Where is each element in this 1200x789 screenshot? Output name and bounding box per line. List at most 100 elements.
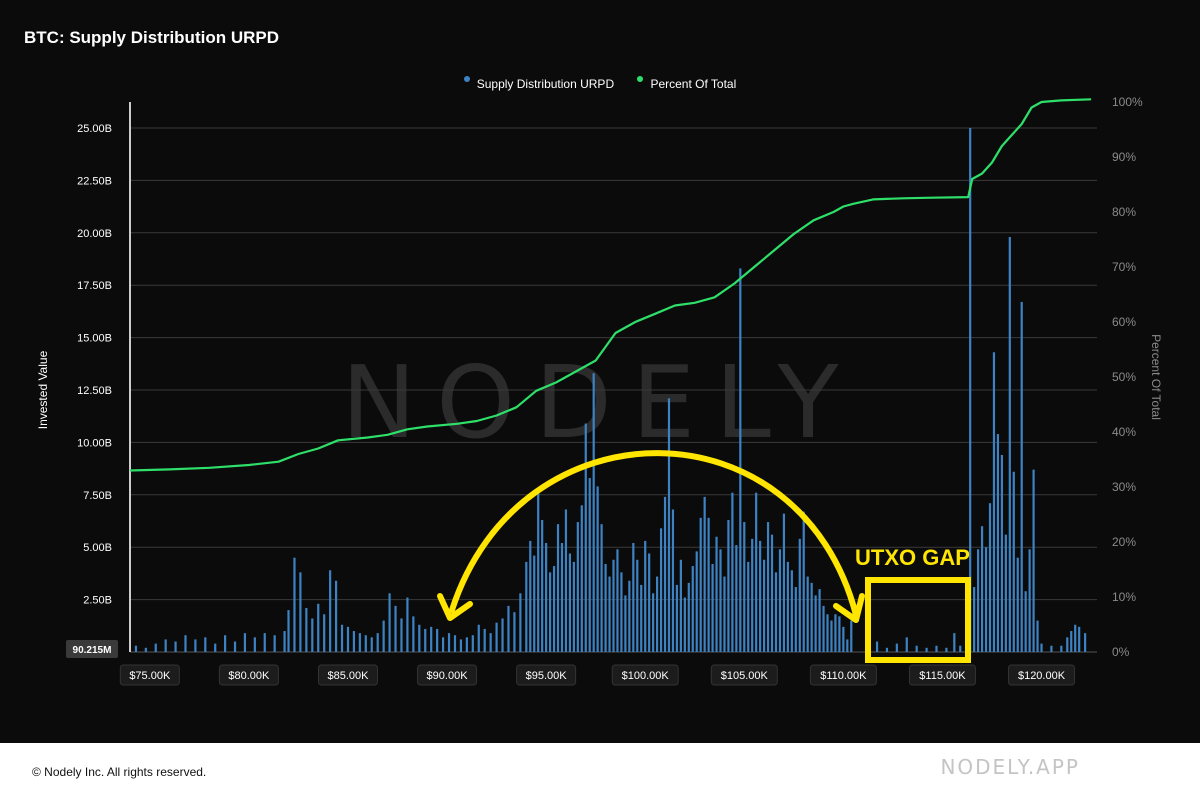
urpd-bar [667, 398, 671, 652]
urpd-bar [959, 645, 962, 652]
urpd-bar [915, 645, 918, 652]
footer-brand: NODELY.APP [940, 755, 1080, 779]
x-tick-box [908, 664, 976, 686]
urpd-bar [759, 540, 762, 652]
urpd-bar [842, 626, 845, 652]
urpd-bar [905, 637, 908, 652]
footer: © Nodely Inc. All rights reserved. NODEL… [0, 743, 1200, 789]
urpd-bar [604, 563, 607, 652]
urpd-bar [144, 647, 147, 652]
x-tick-label: $110.00K [820, 670, 867, 682]
urpd-bar [545, 543, 548, 652]
x-tick-label: $90.00K [427, 670, 469, 682]
urpd-bar [620, 572, 623, 652]
urpd-bar [644, 540, 647, 652]
urpd-bar [299, 572, 302, 652]
urpd-bar [572, 561, 575, 652]
x-tick-box [809, 664, 877, 686]
urpd-bar [287, 610, 290, 652]
urpd-bar [846, 639, 849, 652]
urpd-bar [525, 561, 528, 652]
urpd-bar [679, 559, 682, 652]
urpd-bar [612, 559, 615, 652]
urpd-bar [822, 605, 825, 652]
urpd-bar [818, 589, 821, 652]
urpd-bar [1008, 236, 1011, 652]
y-tick-label: 15.00B [77, 333, 112, 345]
y-tick-label: 7.50B [83, 490, 112, 502]
urpd-bar [541, 519, 544, 652]
urpd-bar [364, 635, 367, 652]
urpd-bar [580, 505, 583, 652]
urpd-bar [340, 624, 344, 652]
urpd-bar [703, 496, 706, 652]
urpd-bar [695, 551, 698, 652]
x-tick-label: $80.00K [228, 670, 270, 682]
urpd-bar [743, 522, 746, 652]
urpd-bar [945, 647, 948, 652]
urpd-bar [596, 486, 599, 652]
utxo-gap-box [865, 577, 971, 663]
urpd-bar [992, 352, 996, 652]
percent-of-total-line [129, 98, 1092, 472]
y-min-badge [66, 640, 118, 658]
urpd-bar [735, 545, 738, 652]
y2-tick-label: 50% [1112, 370, 1136, 384]
y2-tick-label: 70% [1112, 260, 1136, 274]
urpd-bar [624, 595, 627, 652]
urpd-bar [1036, 620, 1039, 652]
urpd-bar [529, 540, 532, 652]
urpd-bar [935, 645, 938, 652]
urpd-bar [1032, 469, 1035, 652]
y-tick-label: 20.00B [77, 228, 112, 240]
urpd-bar [501, 618, 504, 652]
copyright: © Nodely Inc. All rights reserved. [32, 765, 207, 779]
urpd-bar [794, 587, 797, 652]
urpd-bar [782, 513, 786, 652]
urpd-bar [436, 628, 439, 652]
urpd-bar [560, 543, 564, 652]
utxo-gap-label: UTXO GAP [855, 545, 970, 570]
urpd-bar [977, 549, 980, 652]
urpd-bar [707, 517, 710, 652]
urpd-bar [352, 631, 356, 652]
urpd-bar [1060, 645, 1063, 652]
urpd-bar [1066, 637, 1069, 652]
urpd-bar [370, 637, 373, 652]
urpd-bar [346, 626, 350, 652]
y-min-label: 90.215M [73, 645, 112, 656]
urpd-bar [394, 605, 397, 652]
urpd-bar [459, 639, 463, 652]
urpd-bar [814, 595, 817, 652]
urpd-bar [1020, 301, 1023, 652]
urpd-bar [243, 633, 247, 652]
urpd-bar [996, 434, 1000, 652]
urpd-bar [715, 536, 718, 652]
urpd-bar [134, 645, 138, 652]
y2-tick-label: 80% [1112, 205, 1136, 219]
bars-layer [134, 128, 1087, 652]
urpd-bar [1012, 471, 1015, 652]
urpd-bar [671, 509, 675, 652]
legend-item-urpd[interactable]: Supply Distribution URPD [463, 76, 615, 91]
urpd-bar [885, 647, 889, 652]
urpd-bar [973, 587, 976, 652]
urpd-bar [834, 614, 837, 652]
urpd-bar [376, 633, 379, 652]
urpd-bar [323, 614, 326, 652]
urpd-bar [548, 572, 552, 652]
y2-tick-label: 20% [1112, 535, 1136, 549]
y-tick-label: 12.50B [77, 385, 112, 397]
urpd-bar [388, 593, 391, 652]
urpd-bar [663, 496, 667, 652]
urpd-bar [632, 543, 635, 652]
x-tick-box [417, 664, 478, 686]
y-axis-title: Invested Value [36, 350, 50, 429]
y2-tick-label: 30% [1112, 480, 1136, 494]
legend-label-urpd: Supply Distribution URPD [476, 77, 615, 91]
urpd-bar [628, 580, 631, 652]
urpd-bar [774, 572, 778, 652]
legend-item-percent[interactable]: Percent Of Total [637, 76, 736, 91]
urpd-bar [1074, 624, 1077, 652]
urpd-bar [224, 635, 227, 652]
